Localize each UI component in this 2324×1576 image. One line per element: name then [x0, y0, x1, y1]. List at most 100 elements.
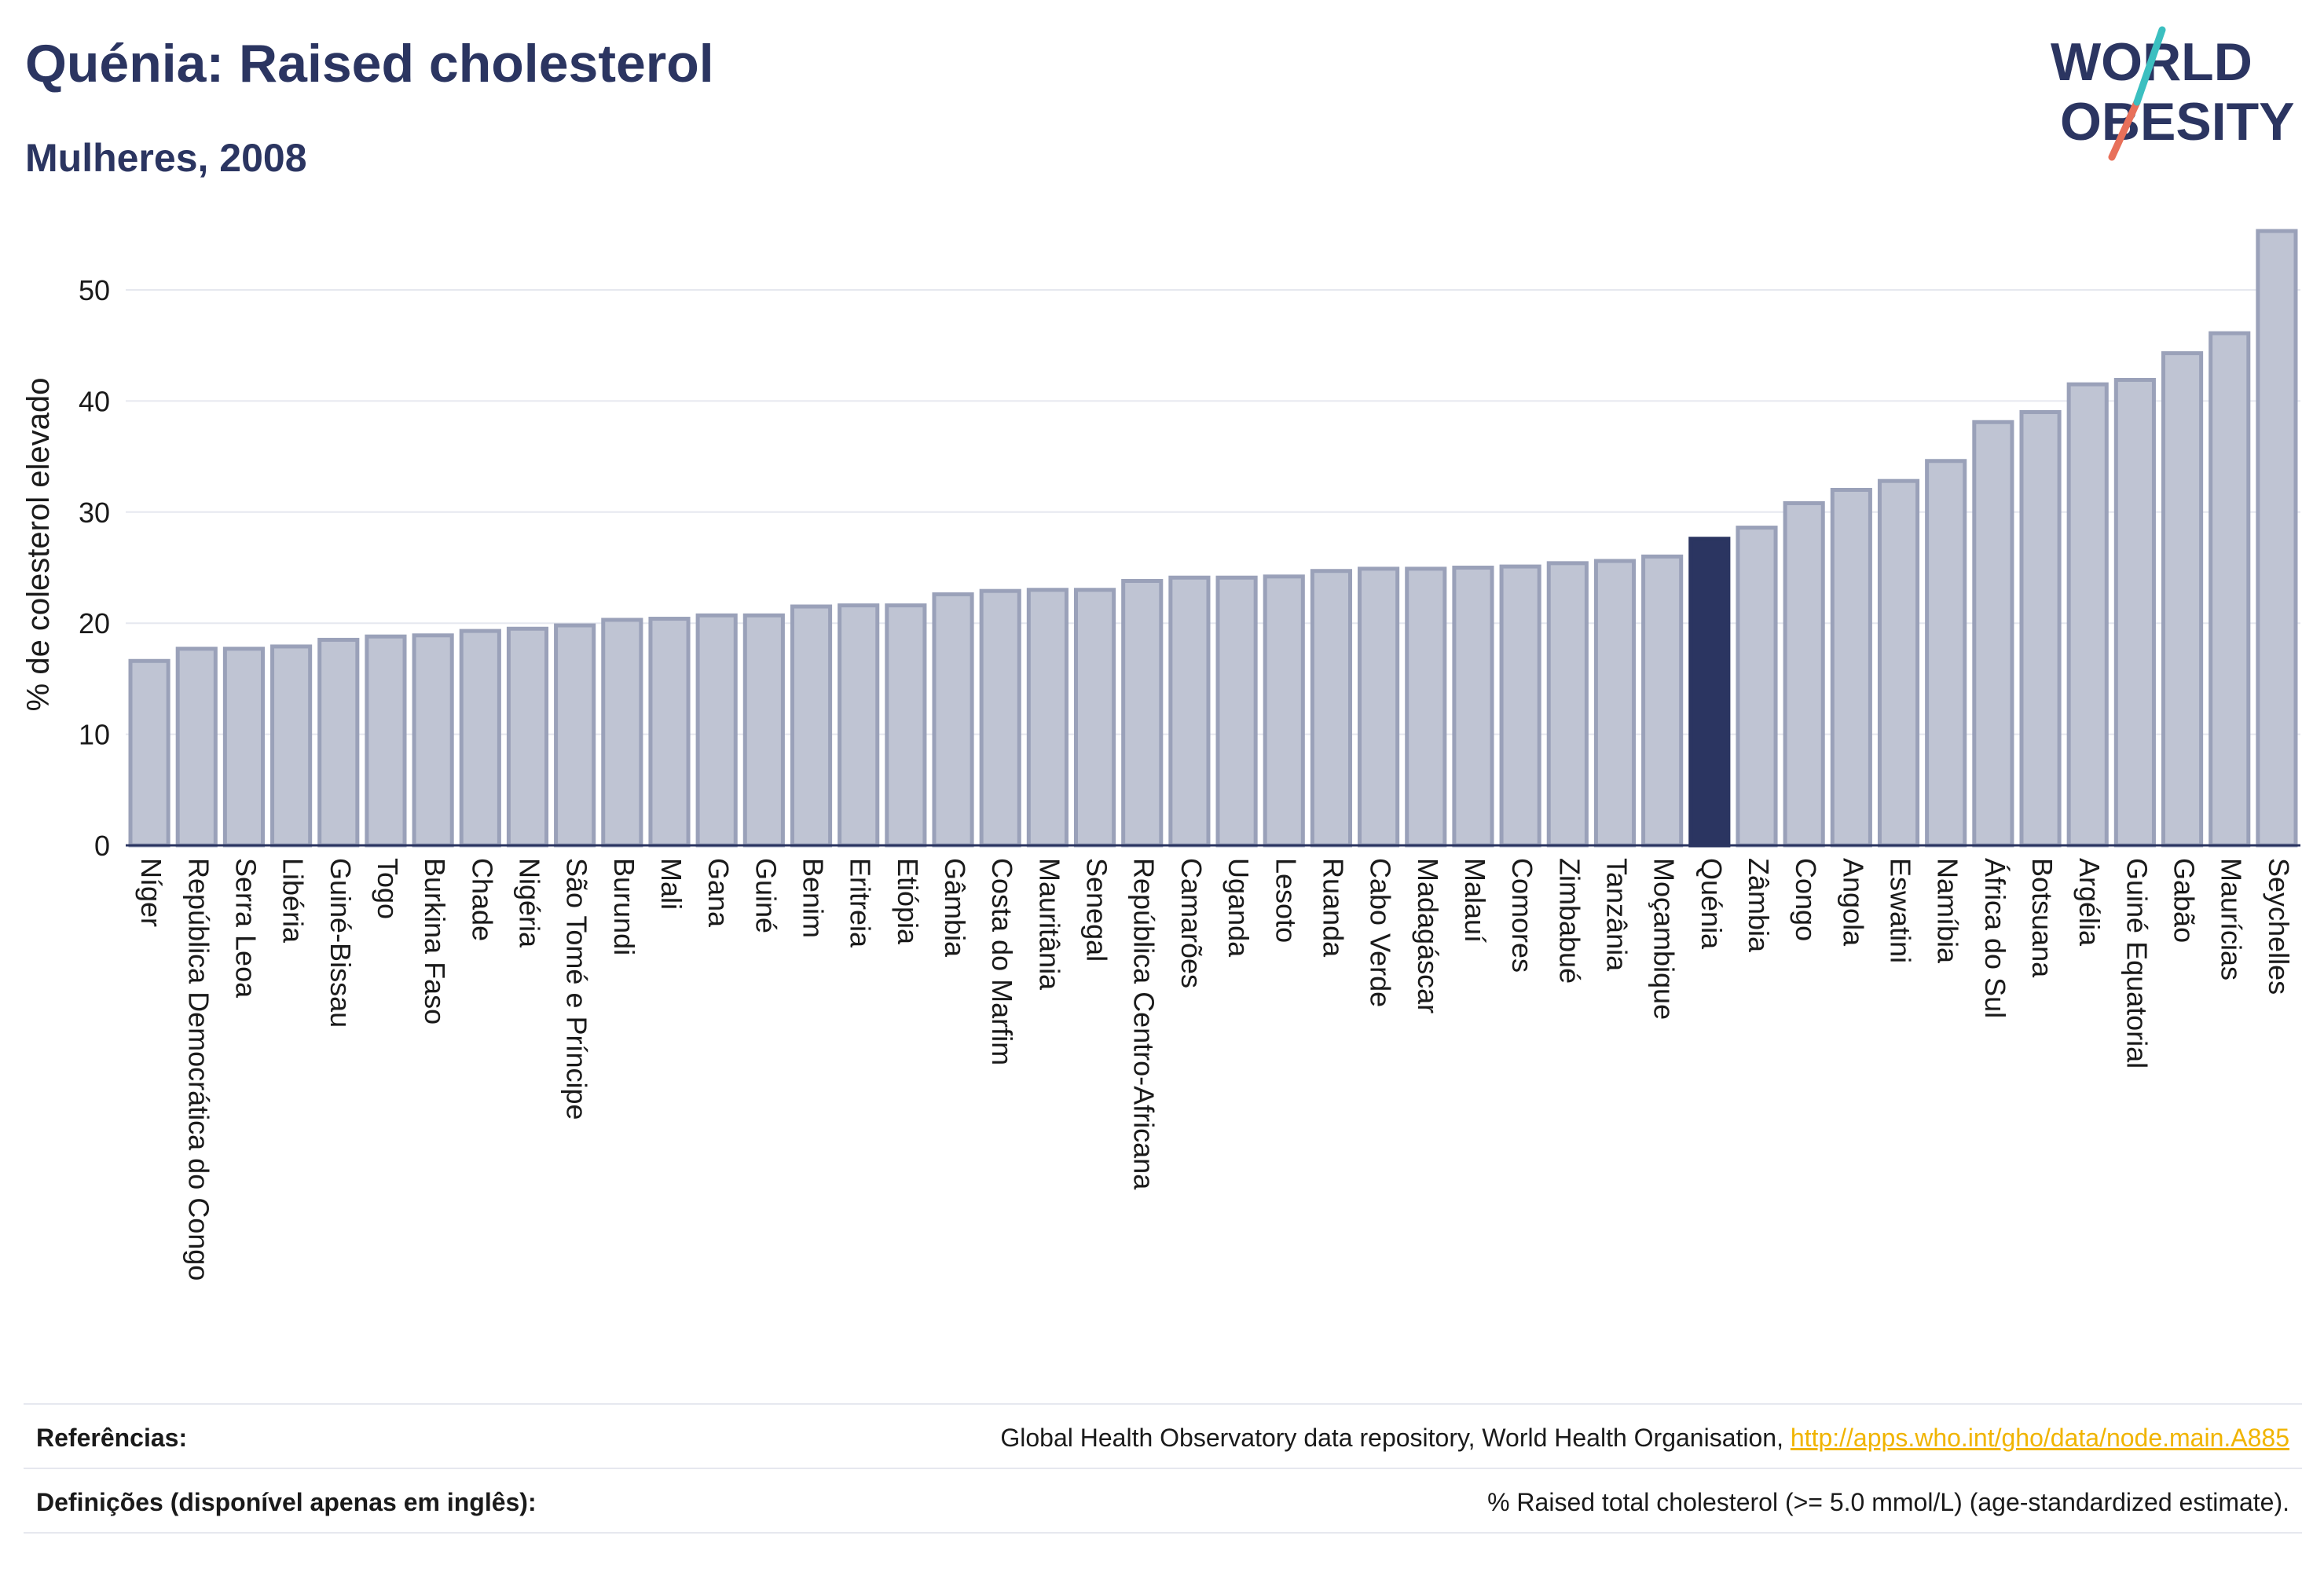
bar[interactable]: [2113, 378, 2156, 848]
bar[interactable]: [459, 629, 501, 848]
bar[interactable]: [1877, 478, 1920, 848]
x-tick-label: Mali: [655, 858, 687, 910]
bar[interactable]: [1688, 537, 1731, 848]
bar[interactable]: [2161, 351, 2204, 848]
x-tick-label: Namíbia: [1932, 858, 1964, 964]
x-tick-label: Quénia: [1695, 858, 1728, 950]
bar[interactable]: [601, 618, 643, 848]
bar[interactable]: [554, 623, 596, 848]
references-link[interactable]: http://apps.who.int/gho/data/node.main.A…: [1790, 1424, 2289, 1452]
x-tick-label: Uganda: [1222, 858, 1255, 958]
bar[interactable]: [979, 588, 1021, 848]
x-tick-label: Guiné-Bissau: [324, 858, 357, 1028]
bar[interactable]: [317, 637, 360, 848]
bar[interactable]: [695, 613, 738, 848]
bar[interactable]: [128, 658, 170, 848]
chart-subtitle: Mulheres, 2008: [25, 136, 307, 180]
footer-divider: [24, 1532, 2302, 1534]
x-tick-label: Burkina Faso: [419, 858, 451, 1024]
x-tick-label: Argélia: [2073, 858, 2106, 947]
logo-slash-red: [2108, 98, 2141, 161]
y-tick-label: 10: [79, 719, 110, 751]
x-tick-label: Angola: [1837, 858, 1869, 947]
bars: [128, 229, 2298, 848]
references-value: Global Health Observatory data repositor…: [1000, 1424, 2289, 1453]
bar[interactable]: [648, 617, 691, 848]
bar[interactable]: [1736, 526, 1778, 848]
bar[interactable]: [365, 634, 407, 848]
bar[interactable]: [838, 603, 880, 848]
bar[interactable]: [1026, 588, 1069, 848]
y-tick-label: 20: [79, 607, 110, 640]
definitions-value: % Raised total cholesterol (>= 5.0 mmol/…: [1487, 1488, 2289, 1516]
x-tick-label: Moçambique: [1648, 858, 1681, 1020]
logo-line2: OBESITY: [2060, 92, 2295, 152]
references-text: Global Health Observatory data repositor…: [1000, 1424, 1791, 1452]
x-tick-label: República Democrática do Congo: [182, 858, 214, 1281]
bar[interactable]: [2066, 382, 2109, 848]
bar[interactable]: [1546, 561, 1589, 848]
x-tick-label: Gâmbia: [939, 858, 971, 958]
references-label: Referências:: [36, 1424, 188, 1452]
bar[interactable]: [2019, 410, 2062, 848]
bar[interactable]: [1830, 488, 1872, 848]
bar[interactable]: [1168, 575, 1211, 848]
y-tick-labels: 0 10 20 30 40 50: [79, 274, 110, 862]
x-tick-label: África do Sul: [1979, 858, 2011, 1018]
bar[interactable]: [222, 647, 266, 848]
x-tick-label: Zimbabué: [1553, 858, 1585, 984]
y-axis-label: % de colesterol elevado: [21, 378, 56, 712]
x-tick-label: Lesoto: [1270, 858, 1302, 943]
x-tick-label: Serra Leoa: [229, 858, 262, 999]
x-tick-label: Tanzânia: [1600, 858, 1633, 972]
y-tick-label: 0: [94, 830, 110, 862]
bar[interactable]: [1405, 566, 1447, 848]
bar[interactable]: [506, 626, 549, 848]
bar[interactable]: [1452, 565, 1494, 848]
bar[interactable]: [1499, 564, 1541, 848]
bar[interactable]: [2209, 331, 2251, 848]
bar[interactable]: [1972, 420, 2014, 848]
x-tick-label: Etiópia: [892, 858, 924, 945]
bar[interactable]: [1783, 500, 1825, 848]
x-tick-label: Ruanda: [1317, 858, 1349, 958]
x-tick-label: Eswatini: [1885, 858, 1917, 963]
definitions-label: Definições (disponível apenas em inglês)…: [36, 1488, 537, 1516]
logo-slash-teal: [2133, 26, 2166, 106]
x-tick-label: Nigéria: [513, 858, 545, 948]
bar[interactable]: [932, 592, 974, 848]
bar[interactable]: [1358, 566, 1400, 848]
x-tick-label: Camarões: [1175, 858, 1208, 988]
x-tick-label: Cabo Verde: [1365, 858, 1397, 1007]
bar[interactable]: [790, 604, 833, 848]
bar[interactable]: [1073, 588, 1116, 848]
x-tick-label: Costa do Marfim: [986, 858, 1018, 1065]
bar[interactable]: [1263, 574, 1305, 848]
bar[interactable]: [1925, 459, 1967, 848]
bar[interactable]: [175, 647, 218, 848]
x-tick-label: Madagáscar: [1412, 858, 1444, 1013]
bar[interactable]: [1310, 569, 1353, 848]
bar[interactable]: [1121, 578, 1164, 848]
bar[interactable]: [270, 644, 313, 848]
x-tick-label: Mauritânia: [1033, 858, 1065, 991]
x-tick-label: Gana: [702, 858, 735, 928]
x-tick-label: Guiné Equatorial: [2121, 858, 2153, 1068]
references-row: Referências: Global Health Observatory d…: [24, 1403, 2302, 1468]
x-tick-label: Gabão: [2168, 858, 2201, 943]
definitions-row: Definições (disponível apenas em inglês)…: [24, 1468, 2302, 1532]
bar[interactable]: [885, 603, 927, 848]
bar[interactable]: [1593, 559, 1637, 848]
bar[interactable]: [1215, 575, 1258, 848]
bar[interactable]: [2256, 229, 2298, 848]
x-tick-label: Comores: [1506, 858, 1538, 973]
y-tick-label: 30: [79, 497, 110, 529]
x-tick-label: Eritreia: [845, 858, 877, 948]
x-tick-label: Zâmbia: [1743, 858, 1775, 953]
bar[interactable]: [1641, 554, 1684, 848]
x-tick-label: Congo: [1790, 858, 1822, 941]
bar[interactable]: [412, 633, 454, 848]
x-tick-label: Chade: [466, 858, 498, 941]
bar[interactable]: [742, 613, 785, 848]
x-tick-label: São Tomé e Príncipe: [561, 858, 593, 1120]
